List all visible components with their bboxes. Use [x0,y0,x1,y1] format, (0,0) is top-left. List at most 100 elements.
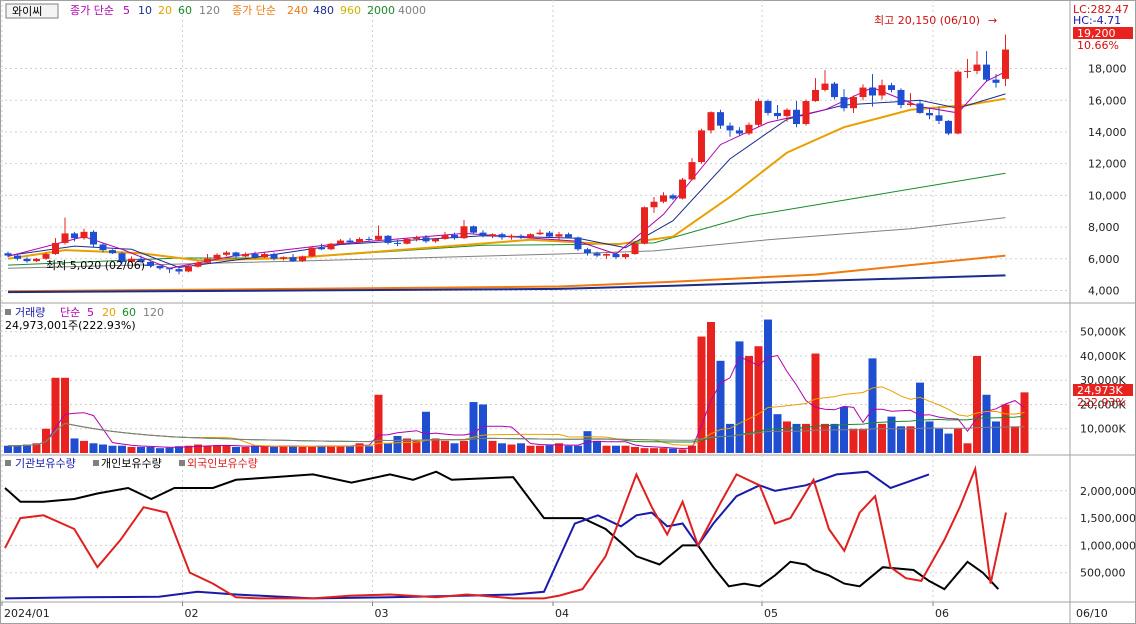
candle-body [935,115,943,121]
volume-bar [412,440,421,453]
legend-individual[interactable]: 개인보유수량 [101,457,162,470]
volume-bar [764,319,772,453]
vol-ma5-label[interactable]: 5 [87,306,94,319]
volume-bar [802,423,810,453]
volume-bar [156,448,164,453]
candle-body [973,64,981,71]
volume-bar [384,443,392,453]
candle-body [831,83,838,98]
ma240-label[interactable]: 240 [287,4,308,17]
ma-long-title: 종가 단순 [232,4,276,17]
low-annotation: 최저 5,020 (02/06) [46,259,145,272]
ma480-label[interactable]: 480 [313,4,334,17]
volume-bar [526,445,535,453]
candle-body [356,238,363,243]
volume-bar [830,423,839,453]
volume-bar [241,446,250,453]
change-pct: 10.66% [1077,39,1119,52]
volume-bar [422,411,430,453]
volume-bar [365,446,373,453]
candle-body [650,201,658,208]
stock-name-box[interactable] [5,3,59,19]
volume-bar [859,428,867,453]
price-tick-label: 8,000 [1088,221,1120,234]
volume-bar [270,446,278,453]
volume-bar [488,440,497,453]
ma20-label[interactable]: 20 [158,4,172,17]
vol-ma60-label[interactable]: 60 [122,306,136,319]
volume-bar [783,421,791,453]
candle-body [869,87,876,96]
volume-bar [963,443,972,453]
candle-body [527,234,534,238]
volume-bar [612,445,620,453]
volume-legend[interactable]: 거래량 단순 5 20 60 120 24,973,001주(222.93%) [5,306,164,332]
ma4000-label[interactable]: 4000 [398,4,426,17]
volume-ma5-line [8,354,1025,450]
ma960-label[interactable]: 960 [340,4,361,17]
volume-bar [374,394,383,453]
volume-bar [336,445,345,453]
price-tick-label: 18,000 [1088,63,1127,76]
ma120-label[interactable]: 120 [199,4,220,17]
candle-body [745,124,753,134]
candle-body [42,254,50,259]
candle-body [118,253,126,262]
high-arrow-icon: → [988,14,997,27]
volume-bar [602,445,611,453]
volume-bar [308,446,316,453]
vol-ma20-label[interactable]: 20 [102,306,116,319]
x-tick-label: 04 [555,607,569,620]
candle-body [128,258,135,262]
legend-foreign[interactable]: 외국인보유수량 [187,457,258,470]
legend-institution[interactable]: 기관보유수량 [15,457,76,470]
candle-body [470,226,477,233]
candle-body [622,254,629,258]
legend-individual-marker [93,460,99,466]
volume-tick-label: 10,000K [1080,423,1126,436]
volume-bar [849,428,858,453]
candle-body [736,130,743,134]
ma60-label[interactable]: 60 [178,4,192,17]
ma10-line [7,93,1006,269]
volume-bar [108,445,117,453]
candle-body [90,231,97,245]
volume-bar [89,443,98,453]
price-legend[interactable]: 와이씨 종가 단순 5 10 20 60 120 종가 단순 240 480 9… [5,3,426,19]
volume-bar [735,341,744,453]
hc-label: HC:-4.71 [1073,14,1121,27]
ma2000-label[interactable]: 2000 [367,4,395,17]
candle-body [308,247,316,257]
candle-body [251,254,259,258]
volume-bar [982,394,991,453]
current-volume-pct: 222.93% [1077,396,1126,409]
ma10-label[interactable]: 10 [138,4,152,17]
x-tick-label: 02 [185,607,199,620]
candle-body [280,257,287,259]
candle-body [888,85,895,90]
candle-body [52,242,59,255]
candle-body [403,238,411,244]
ma5-line [7,71,1006,269]
price-tick-label: 14,000 [1088,126,1127,139]
candle-body [194,262,202,267]
volume-bar [669,448,677,453]
legend-foreign-marker [179,460,185,466]
volume-bar [165,447,174,453]
volume-bar [450,443,459,453]
vol-ma120-label[interactable]: 120 [143,306,164,319]
y-axis-labels: 18,000 16,000 14,000 12,000 10,000 8,000 6,000… [1080,63,1136,580]
candle-body [850,97,857,109]
candle-body [99,244,107,251]
volume-bar [80,440,88,453]
ma5-label[interactable]: 5 [123,4,130,17]
volume-title[interactable]: 거래량 [15,306,45,319]
volume-bar [726,423,734,453]
volume-bar [127,446,136,453]
volume-bar [555,443,563,453]
candle-body [897,89,905,106]
volume-bar [973,355,981,453]
holding-legend[interactable]: 기관보유수량 개인보유수량 외국인보유수량 [5,457,258,470]
